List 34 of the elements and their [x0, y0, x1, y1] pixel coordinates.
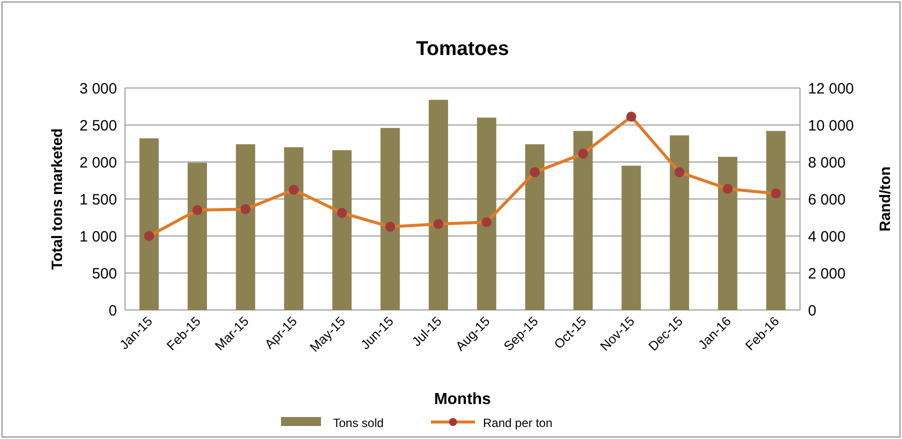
y2-tick-label: 6 000: [808, 191, 846, 208]
bar: [428, 100, 448, 310]
y2-tick-label: 10 000: [808, 117, 854, 134]
y-tick-label: 0: [108, 302, 117, 320]
y2-tick-label: 0: [808, 302, 816, 320]
x-axis-title: Months: [434, 391, 492, 408]
bar: [380, 128, 400, 310]
bar: [332, 150, 352, 310]
y2-tick-label: 12 000: [808, 80, 854, 98]
bar: [236, 144, 256, 310]
y-axis-title: Total tons marketed: [49, 128, 66, 270]
y-tick-label: 2 500: [79, 117, 117, 134]
bar: [670, 135, 690, 310]
y-tick-label: 2 000: [79, 154, 117, 172]
legend-label: Rand per ton: [483, 416, 552, 430]
bar: [476, 118, 496, 310]
bar: [573, 130, 593, 310]
bar: [139, 138, 159, 310]
bar: [766, 130, 786, 310]
y-tick-label: 1 000: [79, 228, 117, 246]
bar: [284, 147, 304, 310]
y-tick-label: 3 000: [79, 80, 117, 98]
y-tick-label: 500: [92, 265, 117, 282]
bar: [188, 162, 207, 310]
bar: [622, 166, 641, 310]
bar: [718, 156, 738, 310]
y2-axis-title: Rand/ton: [877, 166, 894, 232]
legend-label: Tons sold: [333, 416, 384, 430]
chart-title: Tomatoes: [416, 38, 509, 60]
y-tick-label: 1 500: [79, 191, 117, 208]
y2-tick-label: 4 000: [808, 228, 846, 246]
y2-tick-label: 2 000: [808, 265, 846, 282]
y2-tick-label: 8 000: [808, 154, 846, 172]
bar: [525, 144, 544, 310]
